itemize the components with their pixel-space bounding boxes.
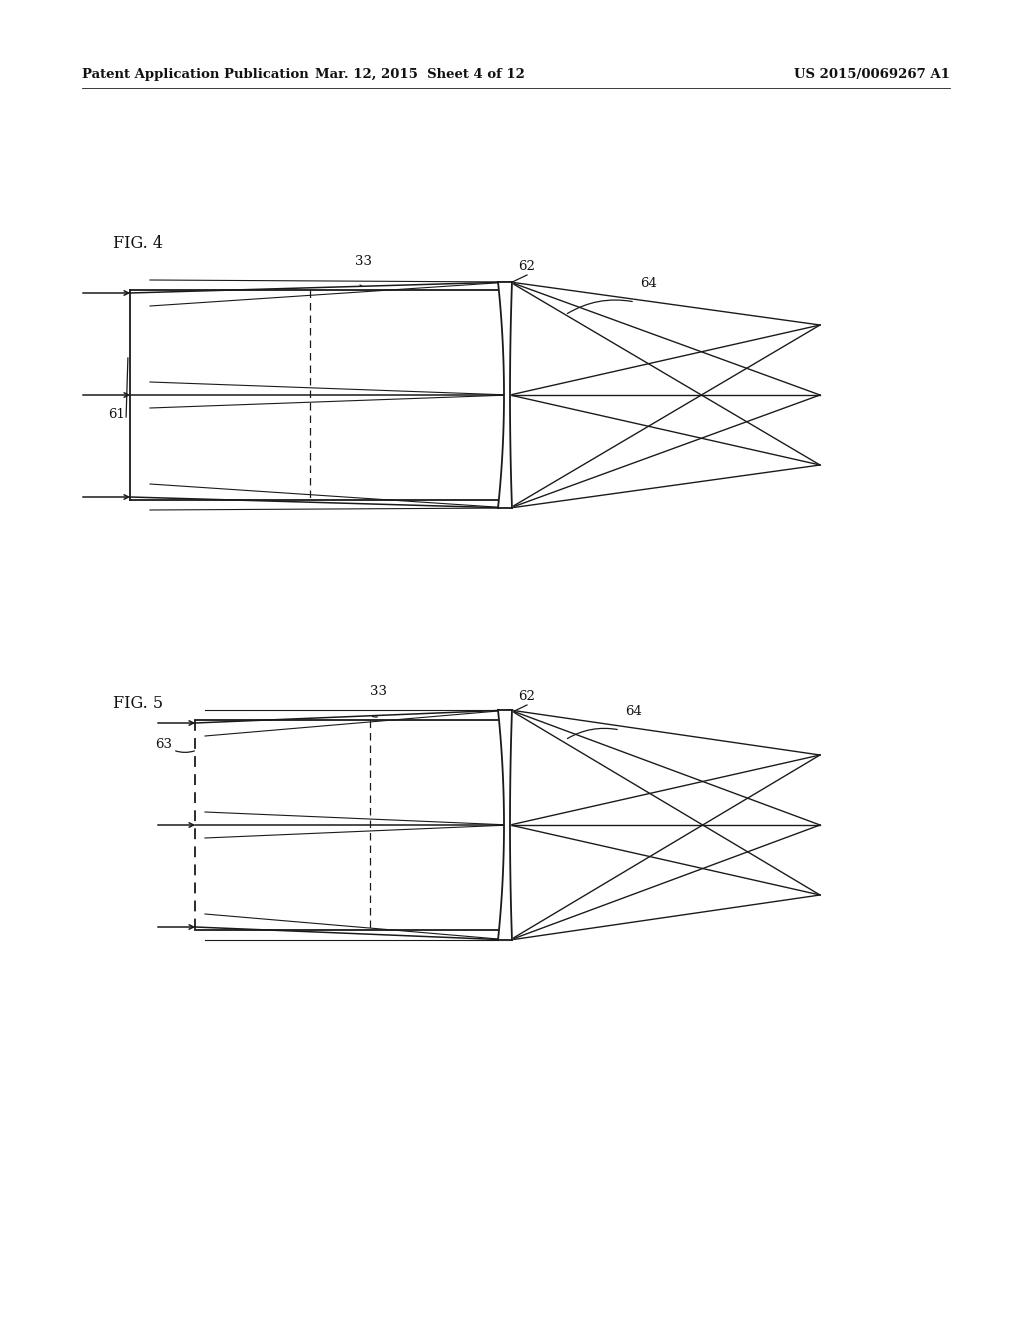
Text: 33: 33 bbox=[355, 255, 372, 268]
Text: Mar. 12, 2015  Sheet 4 of 12: Mar. 12, 2015 Sheet 4 of 12 bbox=[315, 69, 525, 81]
Text: 63: 63 bbox=[155, 738, 172, 751]
Text: 33: 33 bbox=[370, 685, 387, 698]
Text: 62: 62 bbox=[518, 260, 536, 273]
Text: FIG. 5: FIG. 5 bbox=[113, 696, 163, 711]
Text: 62: 62 bbox=[518, 690, 536, 704]
Text: 64: 64 bbox=[625, 705, 642, 718]
Text: 61: 61 bbox=[108, 408, 125, 421]
Text: 64: 64 bbox=[640, 277, 656, 290]
Text: Patent Application Publication: Patent Application Publication bbox=[82, 69, 309, 81]
Text: US 2015/0069267 A1: US 2015/0069267 A1 bbox=[795, 69, 950, 81]
Text: FIG. 4: FIG. 4 bbox=[113, 235, 163, 252]
